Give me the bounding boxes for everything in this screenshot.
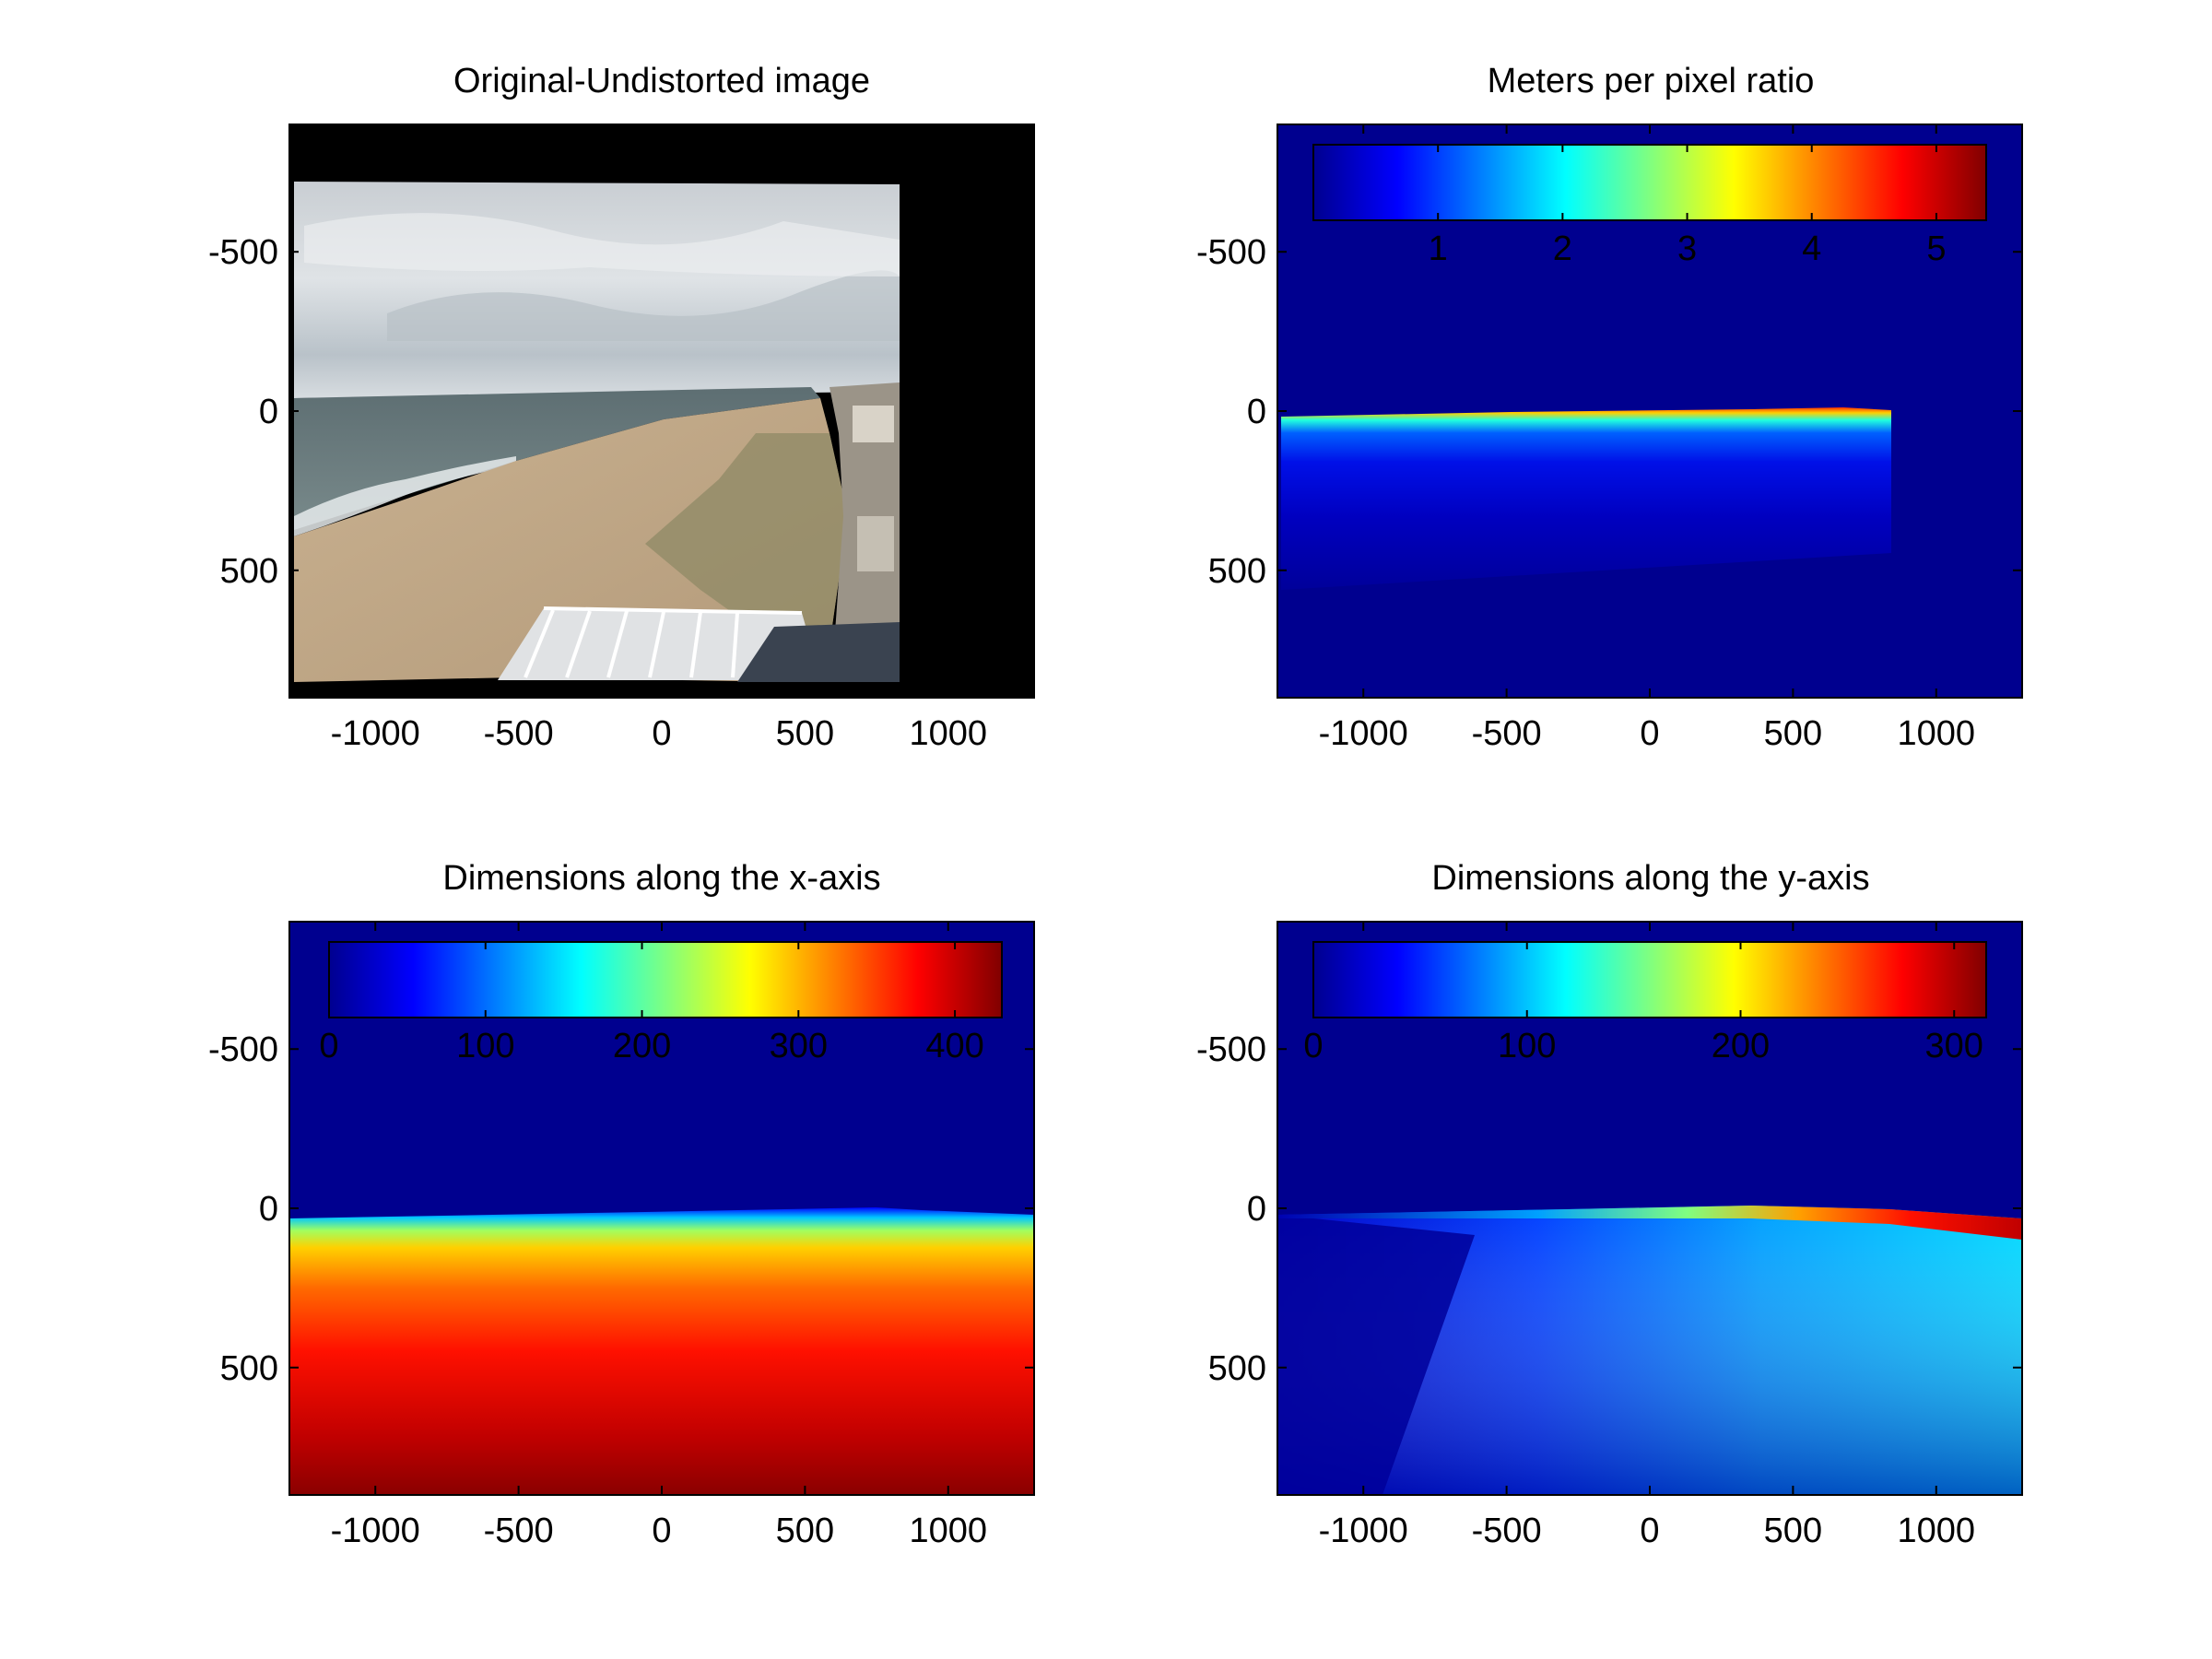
y-tick-label: 0: [1247, 1190, 1266, 1229]
cloud-band: [387, 270, 900, 341]
colorbar-tick-label: 2: [1553, 229, 1572, 268]
y-axis: -500 0 500: [1196, 233, 2022, 591]
panel-x-dimensions: Dimensions along the x-axis 0 100 200 300 40…: [208, 859, 1035, 1550]
heatmap-valid-region: [1281, 407, 1891, 590]
house-facade: [853, 406, 894, 442]
x-tick-label: -1000: [331, 714, 420, 753]
y-tick-label: 0: [259, 393, 278, 431]
x-tick-label: 500: [1764, 1512, 1822, 1550]
sea-region: [294, 387, 820, 530]
x-tick-label: 500: [776, 714, 834, 753]
y-tick-label: 500: [220, 1349, 278, 1388]
x-tick-label: -500: [1472, 714, 1542, 753]
colorbar-tick-label: 3: [1677, 229, 1697, 268]
colorbar-tick-label: 4: [1802, 229, 1821, 268]
x-axis: -1000 -500 0 500 1000: [331, 124, 987, 753]
x-tick-label: 0: [1640, 714, 1659, 753]
x-tick-label: 1000: [1897, 714, 1975, 753]
panel-title: Original-Undistorted image: [453, 62, 870, 100]
colorbar: 1 2 3 4 5: [1312, 144, 1987, 268]
surf-line: [294, 456, 516, 536]
x-tick-label: 0: [1640, 1512, 1659, 1550]
x-tick-label: -500: [1472, 1512, 1542, 1550]
y-tick-label: 0: [259, 1190, 278, 1229]
colorbar-tick-label: 400: [925, 1027, 983, 1065]
railing-posts: [524, 606, 803, 678]
panel-meters-per-pixel: Meters per pixel ratio 1 2 3 4 5 -1000 -500 0 5…: [1196, 62, 2023, 753]
x-tick-label: -500: [484, 1512, 554, 1550]
y-tick-label: 500: [1208, 552, 1266, 591]
y-tick-label: 500: [1208, 1349, 1266, 1388]
panel-title: Meters per pixel ratio: [1488, 62, 1815, 100]
colorbar-tick-label: 300: [770, 1027, 828, 1065]
colorbar-tick-label: 0: [319, 1027, 338, 1065]
x-tick-label: 1000: [909, 1512, 987, 1550]
buildings-region: [830, 382, 900, 645]
colorbar-tick-label: 100: [1498, 1027, 1556, 1065]
x-tick-label: -1000: [1319, 1512, 1408, 1550]
colorbar-tick-label: 5: [1926, 229, 1946, 268]
x-tick-label: 500: [1764, 714, 1822, 753]
y-axis: -500 0 500: [208, 1030, 1034, 1388]
heatmap-shading: [1277, 1206, 2022, 1495]
x-tick-label: -500: [484, 714, 554, 753]
x-tick-label: 1000: [909, 714, 987, 753]
colorbar: 0 100 200 300 400: [319, 941, 1003, 1065]
panel-original-image: Original-Undistorted image: [208, 62, 1035, 753]
colorbar-gradient: [328, 941, 1003, 1018]
heatmap-top-edge: [1277, 1206, 2022, 1240]
beach-photo: [294, 182, 900, 682]
panel-title: Dimensions along the x-axis: [442, 859, 880, 898]
y-tick-label: -500: [208, 1030, 278, 1069]
dune-region: [645, 433, 848, 645]
x-tick-label: 500: [776, 1512, 834, 1550]
colorbar-gradient: [1312, 144, 1987, 221]
y-tick-label: 500: [220, 552, 278, 591]
colorbar-tick-label: 200: [1712, 1027, 1770, 1065]
cloud-band: [304, 213, 900, 276]
heatmap-valid-region: [289, 1207, 1034, 1495]
heatmap-lower-left-dark: [1277, 1215, 1475, 1495]
colorbar-tick-label: 300: [1925, 1027, 1983, 1065]
x-tick-label: 0: [652, 714, 671, 753]
y-tick-label: -500: [1196, 233, 1266, 272]
panel-title: Dimensions along the y-axis: [1431, 859, 1869, 898]
x-tick-label: 1000: [1897, 1512, 1975, 1550]
colorbar-tick-label: 1: [1429, 229, 1448, 268]
house-facade: [857, 516, 894, 571]
x-axis: -1000 -500 0 500 1000: [1319, 922, 1975, 1550]
colorbar-tick-label: 0: [1303, 1027, 1323, 1065]
y-tick-label: -500: [1196, 1030, 1266, 1069]
colorbar-tick-label: 100: [456, 1027, 514, 1065]
x-tick-label: -1000: [331, 1512, 420, 1550]
x-tick-label: 0: [652, 1512, 671, 1550]
solar-panel: [737, 622, 900, 682]
x-tick-label: -1000: [1319, 714, 1408, 753]
colorbar-tick-label: 200: [613, 1027, 671, 1065]
y-axis: -500 0 500: [208, 233, 1034, 591]
y-tick-label: -500: [208, 233, 278, 272]
y-tick-label: 0: [1247, 393, 1266, 431]
y-axis: -500 0 500: [1196, 1030, 2022, 1388]
x-axis: -1000 -500 0 500 1000: [331, 922, 987, 1550]
x-axis: -1000 -500 0 500 1000: [1319, 124, 1975, 753]
colorbar-gradient: [1312, 941, 1987, 1018]
colorbar: 0 100 200 300: [1303, 941, 1987, 1065]
panel-y-dimensions: Dimensions along the y-axis 0 100 200 300 -…: [1196, 859, 2023, 1550]
